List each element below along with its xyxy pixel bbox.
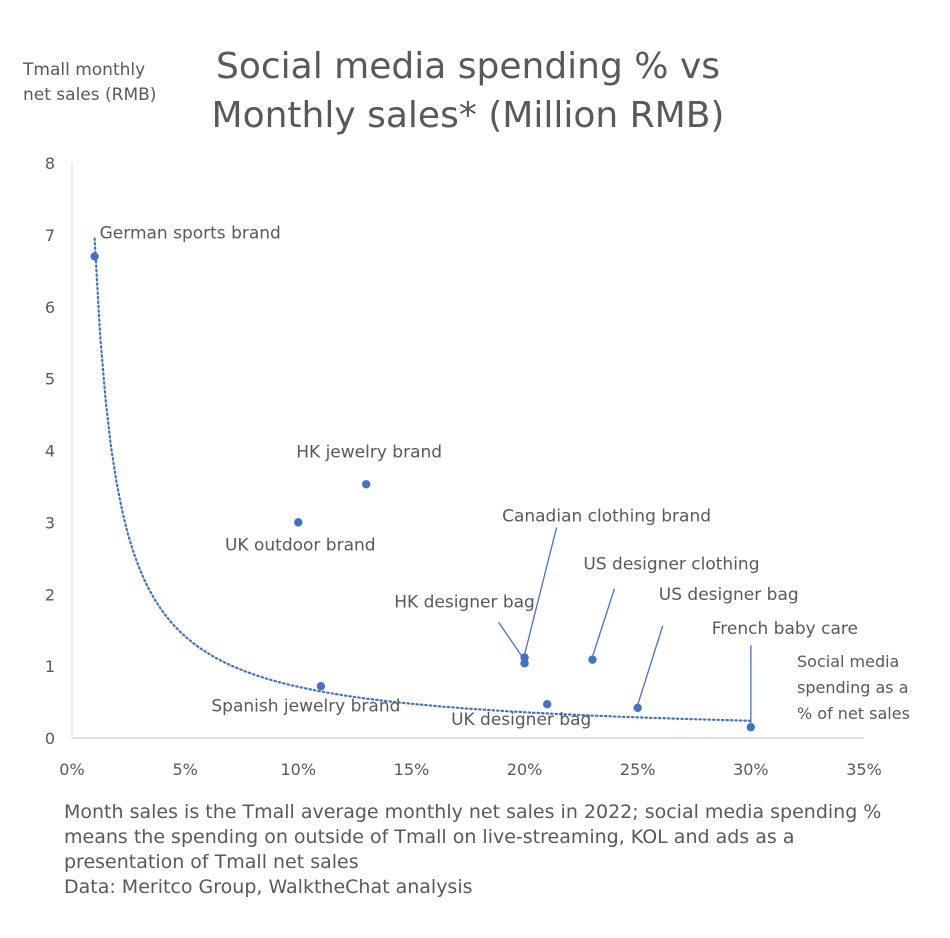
x-tick-label: 5%	[172, 760, 197, 779]
trendline	[93, 237, 752, 722]
y-tick-labels: 0 1 2 3 4 5 6 7 8	[45, 154, 55, 748]
point-label: French baby care	[712, 619, 858, 639]
x-axis-label-line-2: spending as a	[797, 678, 909, 697]
x-tick-label: 15%	[394, 760, 430, 779]
data-point	[294, 518, 303, 527]
leader-line	[591, 588, 616, 657]
footnote-line-3: presentation of Tmall net sales	[64, 851, 359, 873]
point-label: UK outdoor brand	[225, 535, 376, 555]
y-tick-label: 1	[45, 657, 55, 676]
x-tick-label: 10%	[281, 760, 317, 779]
data-point	[361, 480, 371, 489]
footnote-line-1: Month sales is the Tmall average monthly…	[64, 801, 882, 823]
point-label: Spanish jewelry brand	[211, 696, 400, 716]
x-axis-label-line-3: % of net sales	[797, 704, 910, 723]
y-tick-label: 3	[45, 513, 55, 532]
x-tick-label: 0%	[59, 760, 84, 779]
x-tick-label: 20%	[507, 760, 543, 779]
y-tick-label: 8	[45, 154, 55, 173]
chart-title-line-1: Social media spending % vs	[216, 46, 720, 87]
point-label: HK designer bag	[394, 592, 535, 612]
y-axis-label-line-1: Tmall monthly	[22, 60, 145, 80]
point-label: HK jewelry brand	[296, 442, 442, 462]
point-label: US designer bag	[659, 585, 799, 605]
point-label: German sports brand	[100, 223, 281, 243]
x-axis-label-line-1: Social media	[797, 652, 899, 671]
point-labels: German sports brand HK jewelry brand UK ou…	[100, 223, 858, 730]
x-tick-label: 30%	[733, 760, 769, 779]
chart-title-line-2: Monthly sales* (Million RMB)	[212, 95, 725, 136]
data-point	[746, 723, 756, 732]
y-axis-label-line-2: net sales (RMB)	[23, 85, 156, 105]
footnote-line-4: Data: Meritco Group, WalktheChat analysi…	[64, 876, 473, 898]
data-point	[543, 700, 552, 709]
leader-lines	[498, 527, 752, 725]
y-tick-label: 5	[45, 370, 55, 389]
point-label: US designer clothing	[583, 555, 759, 575]
leader-line	[498, 621, 526, 661]
x-tick-label: 35%	[846, 760, 882, 779]
y-tick-label: 0	[45, 729, 55, 748]
footnote: Month sales is the Tmall average monthly…	[64, 800, 944, 900]
leader-line	[523, 527, 558, 655]
x-tick-label: 25%	[620, 760, 656, 779]
y-tick-label: 6	[45, 298, 55, 317]
data-points	[90, 252, 756, 732]
data-point	[90, 252, 99, 261]
point-label: Canadian clothing brand	[502, 507, 711, 527]
trendline-group	[93, 237, 752, 722]
x-tick-labels: 0% 5% 10% 15% 20% 25% 30% 35%	[59, 760, 881, 779]
footnote-line-2: means the spending on outside of Tmall o…	[64, 826, 795, 848]
data-point	[520, 659, 529, 668]
y-tick-label: 7	[45, 226, 55, 245]
leader-line	[637, 625, 664, 706]
point-label: UK designer bag	[451, 710, 591, 730]
data-point	[588, 655, 597, 664]
data-point	[633, 703, 642, 713]
y-tick-label: 2	[45, 585, 55, 604]
data-point	[316, 682, 326, 691]
y-tick-label: 4	[45, 442, 55, 461]
data-point	[520, 653, 529, 662]
